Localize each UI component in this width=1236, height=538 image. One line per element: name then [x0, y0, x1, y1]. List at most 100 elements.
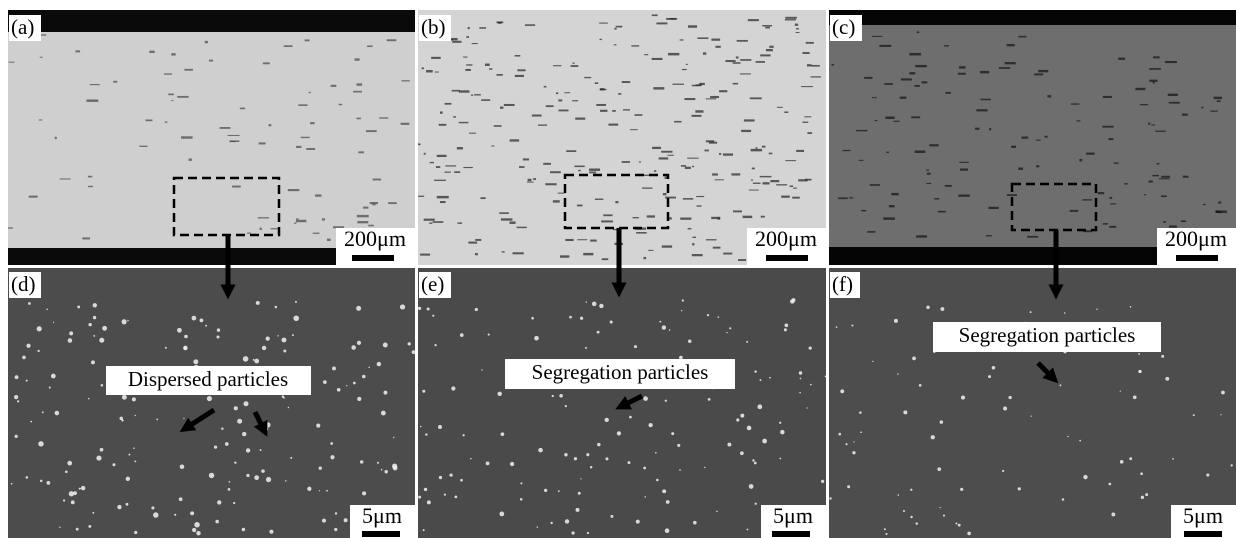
- texture-mark: [553, 65, 561, 66]
- texture-mark: [215, 520, 219, 524]
- texture-mark: [449, 473, 452, 476]
- texture-mark: [602, 258, 608, 260]
- texture-mark: [498, 22, 502, 24]
- texture-mark: [475, 239, 481, 241]
- texture-mark: [886, 152, 889, 153]
- texture-mark: [861, 210, 866, 211]
- texture-mark: [209, 60, 213, 62]
- texture-mark: [898, 494, 900, 496]
- texture-mark: [1098, 192, 1104, 194]
- texture-mark: [755, 503, 757, 505]
- texture-mark: [454, 171, 460, 173]
- texture-mark: [1161, 355, 1164, 358]
- texture-mark: [384, 391, 388, 395]
- texture-mark: [849, 197, 853, 198]
- texture-mark: [237, 419, 242, 424]
- texture-mark: [1163, 221, 1166, 222]
- texture-mark: [335, 512, 337, 514]
- texture-mark: [132, 397, 136, 401]
- texture-mark: [989, 207, 999, 209]
- texture-mark: [685, 167, 691, 169]
- texture-mark: [326, 490, 328, 492]
- texture-mark: [179, 497, 183, 501]
- texture-mark: [258, 217, 269, 218]
- texture-mark: [677, 444, 680, 447]
- panel-label: (c): [832, 15, 855, 39]
- texture-mark: [740, 73, 751, 74]
- texture-mark: [1217, 100, 1221, 102]
- texture-mark: [955, 522, 957, 524]
- texture-mark: [412, 350, 416, 354]
- texture-mark: [688, 228, 692, 229]
- texture-mark: [262, 346, 266, 350]
- texture-mark: [463, 57, 467, 58]
- texture-mark: [418, 196, 424, 197]
- texture-mark: [1018, 167, 1023, 169]
- texture-mark: [1215, 210, 1219, 212]
- texture-mark: [135, 415, 136, 416]
- texture-mark: [275, 306, 278, 309]
- texture-mark: [654, 170, 656, 172]
- texture-mark: [353, 91, 362, 93]
- texture-mark: [760, 54, 770, 56]
- texture-mark: [596, 104, 606, 106]
- texture-mark: [733, 83, 738, 85]
- texture-mark: [17, 400, 19, 402]
- texture-mark: [459, 90, 470, 92]
- texture-mark: [531, 317, 534, 320]
- texture-mark: [589, 172, 596, 174]
- texture-mark: [230, 140, 240, 142]
- texture-mark: [744, 119, 755, 121]
- texture-mark: [11, 483, 13, 485]
- texture-mark: [1086, 153, 1095, 155]
- texture-mark: [938, 211, 946, 213]
- texture-mark: [221, 427, 223, 429]
- texture-mark: [491, 145, 494, 146]
- texture-mark: [597, 443, 600, 446]
- texture-mark: [572, 100, 578, 101]
- texture-mark: [432, 315, 434, 317]
- texture-mark: [39, 119, 43, 120]
- texture-mark: [440, 111, 443, 113]
- texture-mark: [718, 218, 721, 220]
- texture-mark: [573, 63, 575, 64]
- texture-mark: [683, 198, 693, 200]
- texture-mark: [434, 180, 446, 181]
- texture-mark: [915, 151, 926, 153]
- texture-mark: [785, 17, 797, 19]
- texture-mark: [684, 98, 695, 100]
- texture-mark: [418, 307, 421, 310]
- texture-mark: [1103, 223, 1108, 224]
- texture-mark: [356, 83, 362, 85]
- texture-mark: [931, 435, 935, 439]
- texture-mark: [556, 92, 558, 94]
- texture-mark: [475, 253, 478, 255]
- texture-mark: [1067, 436, 1068, 437]
- texture-mark: [402, 80, 410, 81]
- texture-mark: [356, 118, 360, 120]
- texture-mark: [485, 64, 490, 66]
- texture-mark: [445, 103, 452, 105]
- texture-mark: [756, 61, 765, 63]
- texture-mark: [872, 36, 883, 37]
- texture-mark: [644, 54, 648, 55]
- texture-mark: [40, 57, 43, 58]
- texture-mark: [532, 115, 542, 117]
- texture-mark: [298, 104, 307, 106]
- texture-mark: [696, 196, 704, 197]
- texture-mark: [623, 109, 630, 110]
- texture-mark: [765, 27, 770, 29]
- texture-mark: [763, 182, 770, 184]
- texture-mark: [165, 121, 168, 122]
- panel-label: (f): [832, 272, 853, 296]
- texture-mark: [1083, 475, 1087, 479]
- texture-mark: [168, 94, 174, 96]
- texture-mark: [192, 316, 197, 321]
- texture-mark: [254, 359, 259, 364]
- texture-mark: [1071, 103, 1080, 104]
- texture-mark: [1130, 306, 1132, 308]
- texture-mark: [661, 151, 672, 153]
- texture-mark: [940, 420, 943, 423]
- texture-mark: [1153, 82, 1155, 84]
- texture-mark: [388, 202, 397, 204]
